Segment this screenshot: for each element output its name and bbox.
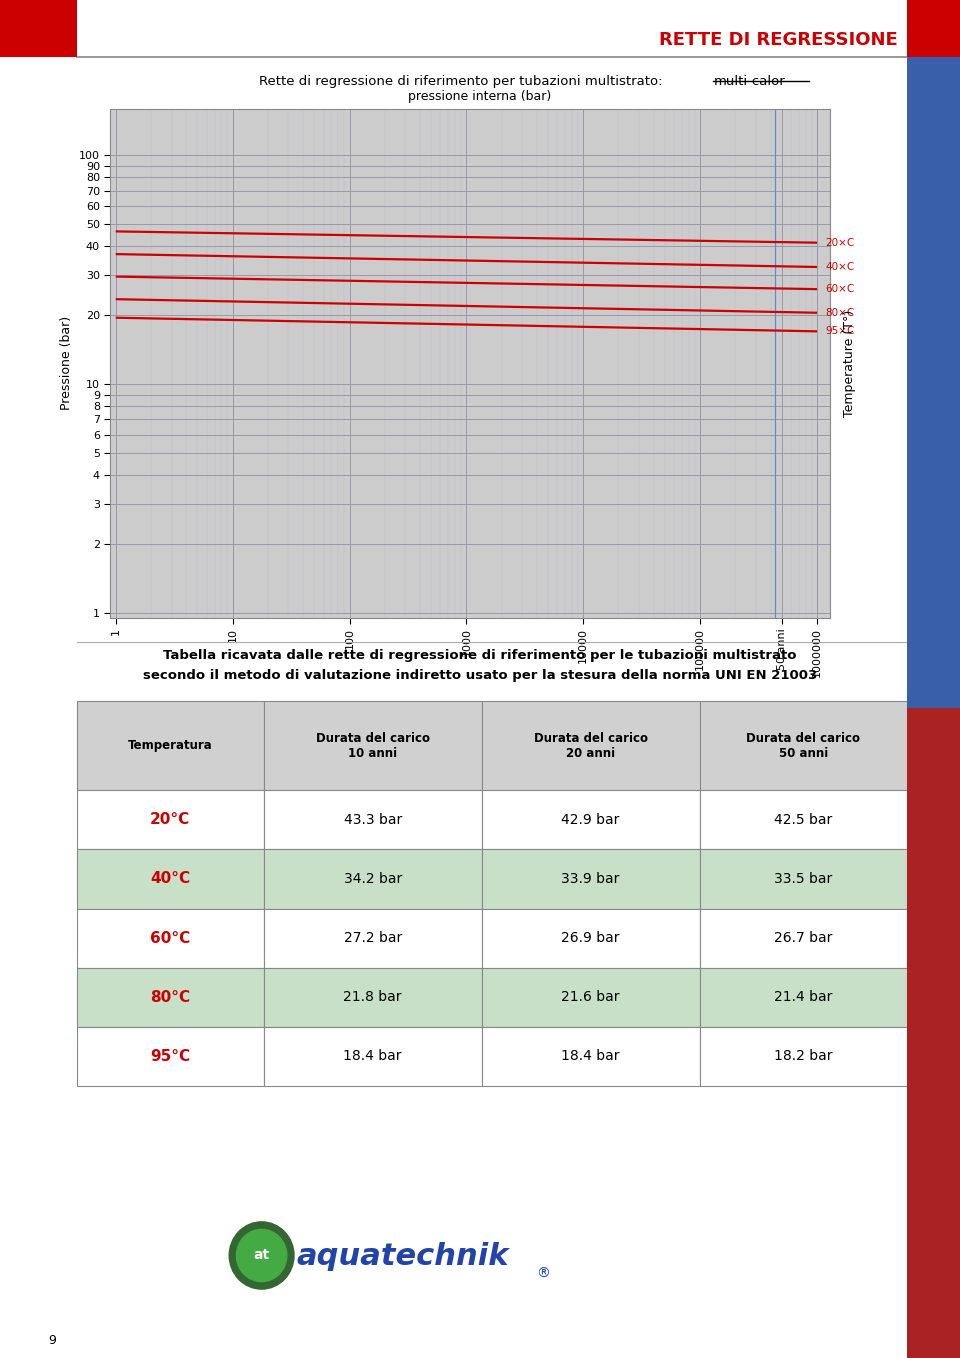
Bar <box>77 909 264 967</box>
Text: 42.5 bar: 42.5 bar <box>775 813 832 827</box>
Bar <box>482 909 700 967</box>
Text: Temperatura: Temperatura <box>128 739 212 752</box>
Bar <box>482 1027 700 1086</box>
Text: 21.4 bar: 21.4 bar <box>774 990 832 1004</box>
Text: 21.6 bar: 21.6 bar <box>562 990 620 1004</box>
Bar <box>700 701 907 790</box>
Text: 60×C: 60×C <box>826 284 854 295</box>
Text: 18.2 bar: 18.2 bar <box>774 1050 832 1063</box>
Circle shape <box>229 1222 294 1289</box>
Bar <box>77 850 264 909</box>
Text: 42.9 bar: 42.9 bar <box>562 813 620 827</box>
Bar <box>77 701 264 790</box>
Text: multi-calor: multi-calor <box>713 75 785 88</box>
Bar <box>264 850 482 909</box>
Text: 43.3 bar: 43.3 bar <box>344 813 401 827</box>
Text: 34.2 bar: 34.2 bar <box>344 872 401 885</box>
Text: at: at <box>253 1248 270 1263</box>
Bar <box>700 850 907 909</box>
Text: 9: 9 <box>48 1334 56 1347</box>
Bar <box>77 790 264 850</box>
Bar <box>482 967 700 1027</box>
Text: aquatechnik: aquatechnik <box>297 1241 510 1271</box>
Text: Tabella ricavata dalle rette di regressione di riferimento per le tubazioni mult: Tabella ricavata dalle rette di regressi… <box>163 649 797 663</box>
Text: 20°C: 20°C <box>150 812 190 827</box>
Text: 18.4 bar: 18.4 bar <box>562 1050 620 1063</box>
Text: RETTE DI REGRESSIONE: RETTE DI REGRESSIONE <box>659 31 898 49</box>
Bar <box>264 790 482 850</box>
Bar <box>264 967 482 1027</box>
Text: 26.7 bar: 26.7 bar <box>774 932 832 945</box>
Bar <box>482 701 700 790</box>
Y-axis label: Pressione (bar): Pressione (bar) <box>60 316 73 410</box>
Bar <box>264 701 482 790</box>
Text: ®: ® <box>536 1267 549 1281</box>
Text: 26.9 bar: 26.9 bar <box>562 932 620 945</box>
Bar <box>77 1027 264 1086</box>
Y-axis label: Temperature (T°): Temperature (T°) <box>844 310 856 417</box>
Text: 60°C: 60°C <box>150 930 190 945</box>
Text: 27.2 bar: 27.2 bar <box>344 932 401 945</box>
Bar <box>77 967 264 1027</box>
Bar <box>264 1027 482 1086</box>
Text: 21.8 bar: 21.8 bar <box>344 990 402 1004</box>
Text: 95°C: 95°C <box>150 1048 190 1063</box>
Text: Durata del carico
10 anni: Durata del carico 10 anni <box>316 732 430 759</box>
Text: secondo il metodo di valutazione indiretto usato per la stesura della norma UNI : secondo il metodo di valutazione indiret… <box>143 669 817 683</box>
Bar <box>700 790 907 850</box>
Bar <box>700 909 907 967</box>
Bar <box>700 967 907 1027</box>
Text: 18.4 bar: 18.4 bar <box>344 1050 402 1063</box>
Text: 95×C: 95×C <box>826 326 854 337</box>
Text: 80×C: 80×C <box>826 308 854 318</box>
Text: 80°C: 80°C <box>150 990 190 1005</box>
Text: 20×C: 20×C <box>826 238 854 247</box>
Text: pressione interna (bar): pressione interna (bar) <box>408 90 552 103</box>
Text: 40×C: 40×C <box>826 262 854 272</box>
Text: Durata del carico
50 anni: Durata del carico 50 anni <box>747 732 860 759</box>
Text: Rette di regressione di riferimento per tubazioni multistrato:: Rette di regressione di riferimento per … <box>259 75 667 88</box>
X-axis label: Tempo (ore): Tempo (ore) <box>429 716 512 731</box>
Circle shape <box>236 1229 287 1282</box>
Bar <box>700 1027 907 1086</box>
Bar <box>482 790 700 850</box>
Text: 33.9 bar: 33.9 bar <box>562 872 620 885</box>
Text: 40°C: 40°C <box>150 872 190 887</box>
Bar <box>482 850 700 909</box>
Text: 33.5 bar: 33.5 bar <box>775 872 832 885</box>
Text: Durata del carico
20 anni: Durata del carico 20 anni <box>534 732 648 759</box>
Bar <box>264 909 482 967</box>
